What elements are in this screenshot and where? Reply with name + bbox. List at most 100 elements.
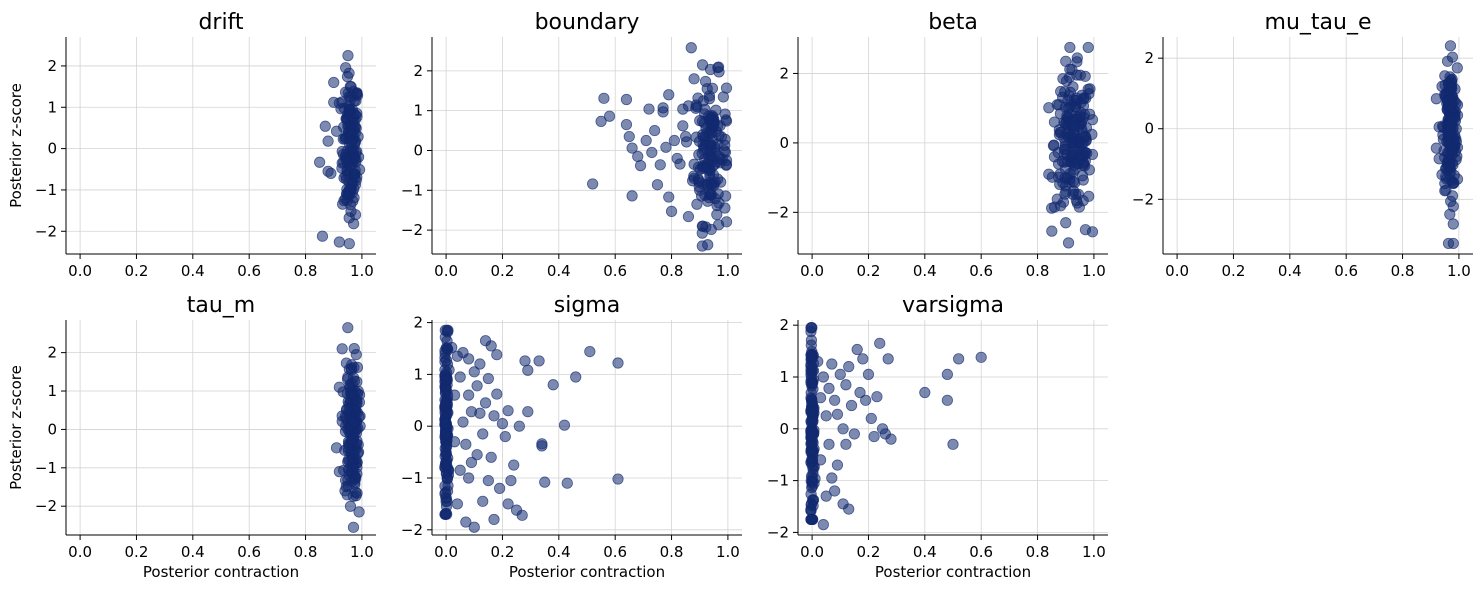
data-point <box>975 351 987 363</box>
data-point <box>348 218 360 230</box>
data-point <box>322 135 334 147</box>
data-point <box>333 236 345 248</box>
data-point <box>1051 193 1063 205</box>
data-point <box>823 438 835 450</box>
data-point <box>603 110 616 122</box>
data-point <box>499 430 511 443</box>
data-point <box>829 394 841 406</box>
x-tick-label: 0.4 <box>547 262 571 280</box>
data-point <box>814 454 827 466</box>
data-point <box>626 142 638 154</box>
data-point <box>333 381 345 393</box>
data-point <box>1057 73 1069 85</box>
data-point <box>820 410 832 422</box>
data-point <box>1060 217 1072 229</box>
data-point <box>477 428 489 440</box>
data-point <box>1439 70 1451 82</box>
data-point <box>340 62 352 74</box>
data-point <box>1051 99 1063 111</box>
data-point <box>347 521 360 533</box>
x-tick-label: 0.2 <box>125 262 149 280</box>
data-point <box>719 139 731 151</box>
y-tick-label: 1 <box>413 365 423 383</box>
data-point <box>485 451 497 463</box>
x-tick-label: 1.0 <box>1082 543 1106 561</box>
data-point <box>1069 177 1081 189</box>
data-point <box>831 408 844 420</box>
data-point <box>699 75 712 88</box>
data-point <box>350 394 363 407</box>
data-point <box>442 407 454 419</box>
x-tick-label: 0.2 <box>857 262 881 280</box>
x-tick-label: 0.0 <box>434 262 458 280</box>
data-point <box>1054 126 1066 139</box>
data-point <box>871 391 883 403</box>
data-point <box>1081 147 1093 159</box>
data-point <box>339 425 352 438</box>
data-point <box>351 376 363 388</box>
x-tick-label: 0.6 <box>1334 262 1358 280</box>
y-tick-label: −1 <box>767 472 789 490</box>
data-point <box>665 205 678 217</box>
data-point <box>1439 177 1451 190</box>
data-point <box>1060 55 1072 67</box>
data-point <box>595 115 607 128</box>
data-point <box>1433 153 1445 165</box>
data-point <box>1430 142 1442 154</box>
data-point <box>454 464 466 476</box>
data-point <box>680 130 692 143</box>
data-point <box>471 449 483 461</box>
data-point <box>693 148 705 161</box>
data-point <box>344 500 357 512</box>
data-point <box>812 355 824 368</box>
data-point <box>561 477 573 489</box>
data-point <box>460 516 472 528</box>
data-point <box>353 506 365 518</box>
data-point <box>805 369 817 381</box>
y-tick-label: 2 <box>1144 49 1154 67</box>
y-tick-label: 2 <box>413 314 423 332</box>
data-point <box>834 368 846 380</box>
x-tick-label: 0.0 <box>800 543 824 561</box>
data-point <box>463 353 475 365</box>
data-point <box>703 110 715 122</box>
panel-tau_m: tau_m 0.0 0.2 0.4 0.6 0.8 1.0 2 1 0 −1 −2 Posterior … <box>7 293 376 581</box>
data-point <box>448 389 461 401</box>
data-point <box>885 433 897 445</box>
panel-mu_tau_e: mu_tau_e 0.0 0.2 0.4 0.6 0.8 1.0 2 0 −2 <box>1132 10 1473 280</box>
panel-beta: beta 0.0 0.2 0.4 0.6 0.8 1.0 2 0 −2 <box>767 10 1108 280</box>
data-point <box>440 507 452 519</box>
x-tick-label: 0.8 <box>660 262 684 280</box>
y-tick-label: 1 <box>47 382 57 400</box>
y-tick-label: −2 <box>35 497 57 515</box>
data-point <box>1068 120 1081 132</box>
data-point <box>465 456 478 469</box>
data-point <box>330 125 343 137</box>
data-point <box>1048 116 1061 128</box>
data-point <box>342 322 354 334</box>
data-point <box>829 485 841 497</box>
x-tick-label: 0.8 <box>294 543 318 561</box>
data-point <box>344 455 356 467</box>
data-point <box>1057 177 1069 189</box>
panel-title: beta <box>928 10 978 35</box>
y-tick-label: 0 <box>1144 120 1154 138</box>
data-point <box>479 397 492 409</box>
data-point <box>848 428 860 440</box>
data-point <box>1062 237 1075 249</box>
x-tick-label: 1.0 <box>350 262 374 280</box>
x-tick-label: 0.4 <box>1278 262 1302 280</box>
y-tick-label: −2 <box>401 221 423 239</box>
data-point <box>805 513 817 526</box>
data-point <box>694 184 706 196</box>
data-point <box>720 216 733 228</box>
data-point <box>807 500 819 512</box>
data-point <box>343 238 355 250</box>
data-point <box>941 394 953 406</box>
x-tick-label: 1.0 <box>350 543 374 561</box>
x-tick-label: 0.0 <box>434 543 458 561</box>
data-point <box>598 92 610 104</box>
data-point <box>882 353 894 365</box>
data-point <box>502 498 514 510</box>
